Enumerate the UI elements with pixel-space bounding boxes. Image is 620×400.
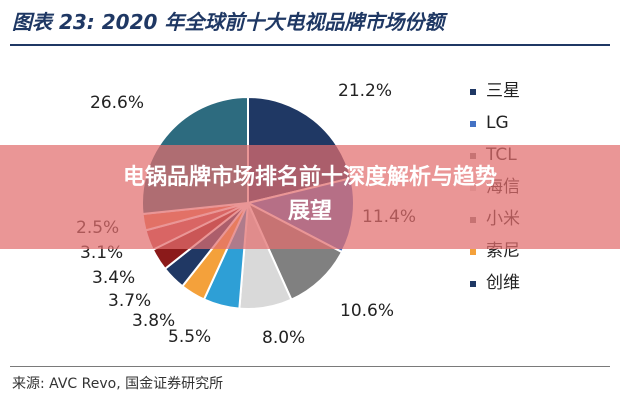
source-note: 来源: AVC Revo, 国金证券研究所 bbox=[12, 376, 224, 392]
legend-swatch-5 bbox=[470, 249, 476, 255]
legend-label-1: LG bbox=[486, 113, 509, 133]
legend-swatch-0 bbox=[470, 89, 476, 95]
slice-label-10: 26.6% bbox=[90, 93, 144, 113]
slice-label-3: 8.0% bbox=[262, 328, 305, 348]
legend-label-6: 创维 bbox=[486, 273, 520, 293]
slice-label-6: 3.7% bbox=[108, 291, 151, 311]
legend-swatch-6 bbox=[470, 281, 476, 287]
banner-line-2: 展望 bbox=[287, 199, 332, 224]
legend-swatch-1 bbox=[470, 121, 476, 127]
slice-label-2: 10.6% bbox=[340, 301, 394, 321]
slice-label-5: 3.8% bbox=[132, 311, 175, 331]
legend-label-0: 三星 bbox=[486, 81, 520, 101]
banner-text: 电锅品牌市场排名前十深度解析与趋势 展望 bbox=[0, 161, 620, 229]
title-bar: 图表 23: 2020 年全球前十大电视品牌市场份额 bbox=[0, 0, 620, 44]
article-title-banner: 电锅品牌市场排名前十深度解析与趋势 展望 bbox=[0, 145, 620, 249]
slice-label-7: 3.4% bbox=[92, 268, 135, 288]
title-divider bbox=[10, 44, 610, 46]
slice-label-4: 5.5% bbox=[168, 327, 211, 347]
source-divider bbox=[10, 366, 610, 367]
chart-title: 图表 23: 2020 年全球前十大电视品牌市场份额 bbox=[12, 10, 445, 34]
banner-line-1: 电锅品牌市场排名前十深度解析与趋势 bbox=[122, 165, 497, 190]
slice-label-0: 21.2% bbox=[338, 81, 392, 101]
